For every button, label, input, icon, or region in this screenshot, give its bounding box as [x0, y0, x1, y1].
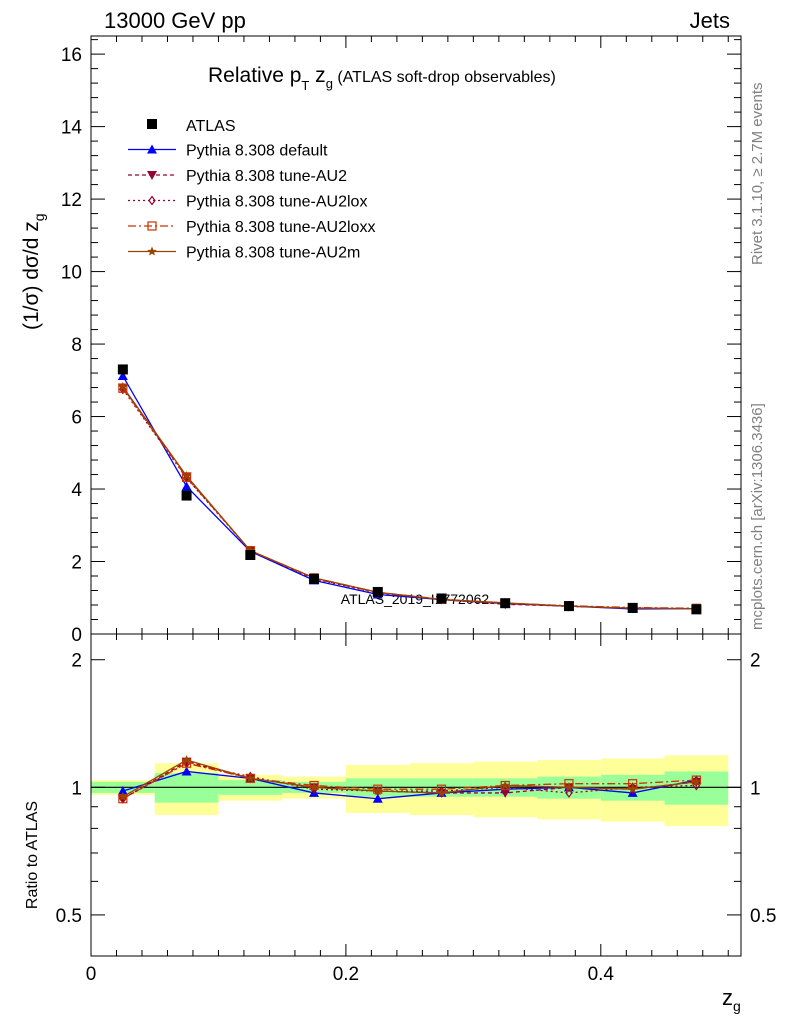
ratio-plot: 0.5 0.5 1 1 2 2	[56, 633, 776, 957]
y-tick-label: 10	[61, 263, 82, 284]
header-right: Jets	[690, 8, 730, 33]
data-point	[372, 586, 383, 597]
legend-label-3: Pythia 8.308 tune-AU2loxx	[186, 219, 375, 236]
ratio-point-3	[691, 775, 701, 785]
series-point-4	[118, 381, 128, 391]
header-left: 13000 GeV pp	[104, 8, 246, 33]
ratio-tick-label: 0.5	[56, 906, 82, 927]
ratio-point-4	[309, 782, 319, 792]
data-point	[436, 593, 447, 604]
data-point	[563, 601, 574, 612]
y-axis-label-text: (1/σ) dσ/d z	[20, 221, 43, 330]
legend-marker-0	[147, 144, 157, 154]
ratio-point-4	[436, 787, 447, 797]
legend-label-0: Pythia 8.308 default	[186, 143, 328, 160]
ratio-point-0	[372, 793, 383, 803]
y-axis-label: (1/σ) dσ/d zg	[20, 213, 47, 330]
ratio-point-0	[117, 786, 128, 796]
data-point	[691, 604, 702, 615]
ratio-point-4	[627, 784, 638, 794]
ratio-tick-label: 1	[71, 778, 82, 799]
legend-marker-data	[147, 119, 157, 129]
mcplots-url: mcplots.cern.ch [arXiv:1306.3436]	[749, 403, 766, 630]
data-point	[500, 598, 511, 609]
series-point-0	[181, 481, 192, 491]
ratio-point-4	[118, 791, 128, 801]
y-tick-label: 16	[61, 45, 82, 66]
ratio-point-2	[565, 787, 573, 798]
ratio-point-4	[245, 773, 256, 783]
y-tick-label: 12	[61, 190, 82, 211]
chart-title: Relative pT zg (ATLAS soft-drop observab…	[208, 64, 556, 93]
series-line-3	[122, 387, 697, 609]
ratio-point-1	[500, 788, 511, 798]
analysis-watermark: ATLAS_2019_I1772062	[341, 591, 490, 607]
data-point	[309, 573, 320, 584]
x-axis-label-text: z	[722, 985, 733, 1010]
y-axis-label-sub: g	[31, 213, 47, 221]
data-point	[117, 364, 128, 375]
x-tick-label: 0.2	[333, 964, 359, 985]
y-tick-label: 2	[71, 553, 82, 574]
ratio-point-0	[181, 766, 192, 776]
ratio-frame	[90, 633, 742, 957]
legend-marker-1	[147, 171, 157, 180]
x-axis-label: zg	[722, 985, 741, 1014]
ratio-point-4	[181, 755, 192, 765]
series-line-4	[122, 386, 697, 610]
ratio-tick-label-right: 2	[750, 651, 761, 672]
y-tick-label: 4	[71, 480, 82, 501]
x-tick-label: 0	[86, 964, 97, 985]
y-tick-label: 6	[71, 408, 82, 429]
legend-marker-3	[147, 221, 157, 231]
legend-label-data: ATLAS	[186, 118, 236, 135]
ratio-point-4	[500, 780, 510, 790]
ratio-line-4	[122, 759, 697, 798]
data-point	[245, 549, 256, 560]
series-point-0	[117, 370, 128, 380]
ratio-axis-label: Ratio to ATLAS	[24, 801, 41, 909]
ratio-point-4	[691, 776, 702, 786]
ratio-point-4	[564, 782, 574, 792]
ratio-line-2	[122, 762, 697, 800]
ratio-tick-label-right: 0.5	[750, 906, 776, 927]
legend-label-2: Pythia 8.308 tune-AU2lox	[186, 194, 367, 211]
svg-text:(1/σ) dσ/d zg: (1/σ) dσ/d zg	[20, 213, 47, 330]
y-tick-label: 14	[61, 118, 83, 139]
x-axis-label-sub: g	[733, 998, 741, 1014]
ratio-tick-label: 2	[71, 651, 82, 672]
y-tick-label: 0	[71, 625, 82, 646]
legend-marker-2	[148, 195, 156, 206]
ratio-point-2	[246, 771, 255, 782]
series-line-1	[122, 387, 697, 610]
legend: ATLAS Pythia 8.308 default Pythia 8.308 tu…	[128, 118, 375, 262]
x-tick-label: 0.4	[588, 964, 615, 985]
y-tick-label: 8	[71, 335, 82, 356]
series-line-2	[122, 388, 697, 610]
legend-label-1: Pythia 8.308 tune-AU2	[186, 168, 347, 185]
legend-marker-4	[147, 246, 157, 256]
series-point-4	[181, 470, 192, 481]
ratio-point-4	[373, 786, 383, 796]
rivet-version: Rivet 3.1.10, ≥ 2.7M events	[749, 83, 766, 266]
legend-label-4: Pythia 8.308 tune-AU2m	[186, 245, 360, 262]
data-point	[627, 602, 638, 613]
ratio-tick-label-right: 1	[750, 778, 761, 799]
data-point	[181, 490, 192, 501]
series-line-0	[122, 375, 697, 610]
